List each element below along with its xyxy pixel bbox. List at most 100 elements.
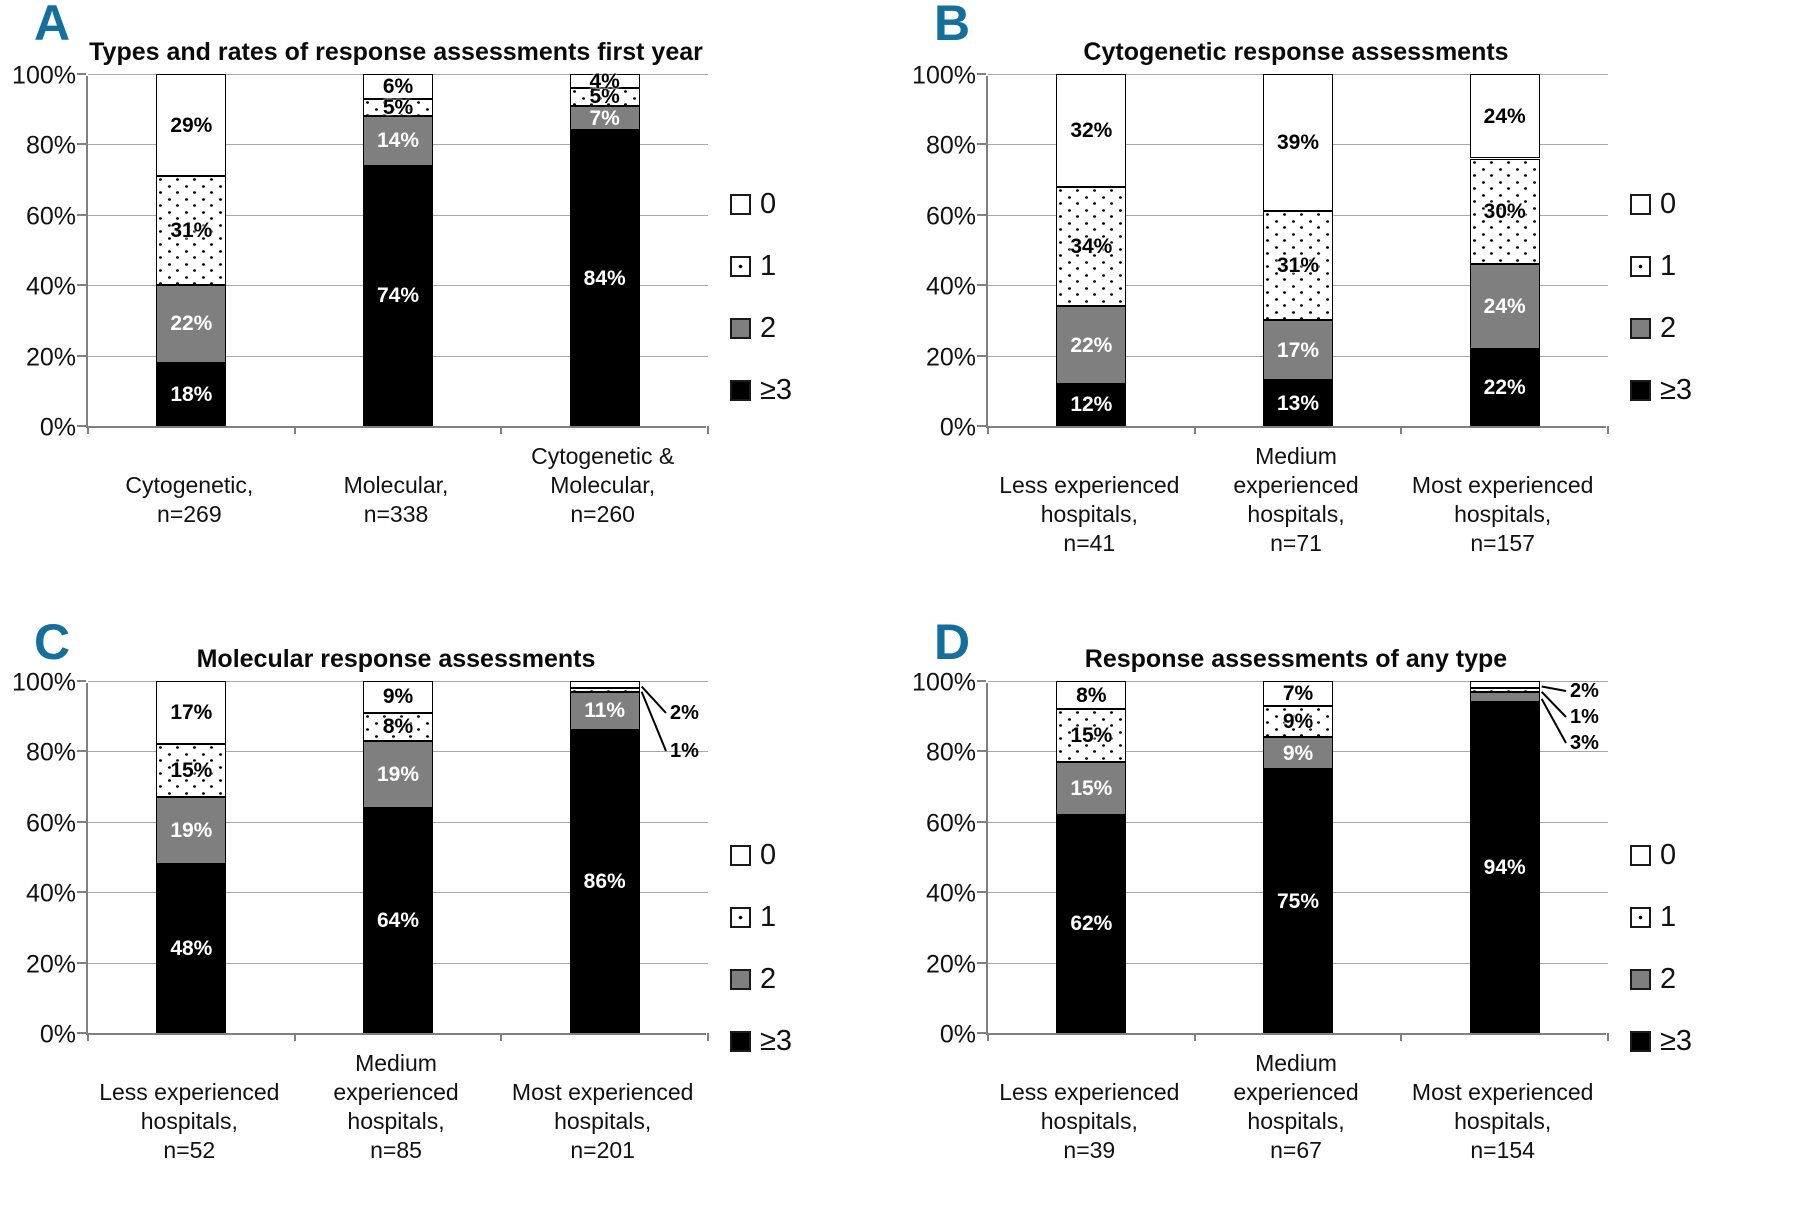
bar-segment: 48% <box>156 864 227 1033</box>
legend-label: ≥3 <box>1660 374 1693 406</box>
legend-item: 1 <box>730 903 792 932</box>
bar-segment-label: 11% <box>584 699 626 723</box>
bar-segment-label: 24% <box>1483 294 1526 318</box>
y-tick-label: 60% <box>925 809 976 838</box>
bar-segment-label: 86% <box>583 870 626 894</box>
y-tick-label: 100% <box>912 61 976 90</box>
bar-segment-label: 94% <box>1483 856 1526 880</box>
stacked-bar: 75% 9% 9% 7% <box>1263 681 1333 1033</box>
x-category-line: n=52 <box>163 1137 216 1163</box>
bar-segment: 15% <box>1056 761 1127 815</box>
bar-segment: 24% <box>1469 74 1540 159</box>
x-category-label: Less experienced hospitals, n=39 <box>986 1078 1193 1165</box>
legend-label: 2 <box>760 963 777 995</box>
bar-segment: 31% <box>156 176 227 286</box>
legend-swatch-2 <box>730 318 751 339</box>
bar-segment-label: 22% <box>1483 375 1526 399</box>
bar-segment: 9% <box>1263 737 1333 769</box>
bar-segment: 11% <box>569 691 640 731</box>
callout-label: 1% <box>1570 706 1599 728</box>
legend-swatch-2 <box>730 969 751 990</box>
legend-swatch-2 <box>1630 318 1651 339</box>
stacked-bar: 94% <box>1469 681 1540 1033</box>
x-category-line: n=85 <box>370 1137 422 1163</box>
y-tick-mark <box>977 73 986 75</box>
x-category-line: n=157 <box>1470 530 1535 556</box>
bar-segment <box>1469 688 1540 692</box>
x-axis-labels: Less experienced hospitals, n=39 Medium exp… <box>986 1049 1606 1165</box>
y-tick-label: 60% <box>25 202 76 231</box>
bar-segment-label: 5% <box>589 85 620 109</box>
x-category-line: hospitals, <box>1454 501 1552 527</box>
x-tick-mark <box>987 426 989 434</box>
bar-segment: 39% <box>1263 74 1333 212</box>
x-category-line: n=269 <box>157 501 222 527</box>
x-category-label: Medium experienced hospitals, n=71 <box>1193 442 1400 558</box>
x-category-line: n=154 <box>1470 1137 1535 1163</box>
plot-area: 62% 15% 15% 8% 75% 9% 9% 7% 94% 2% 1% 3% <box>977 680 1609 1041</box>
bar-segment: 18% <box>156 362 227 426</box>
bar-segment-label: 7% <box>589 106 620 130</box>
x-category-line: hospitals, <box>1040 1108 1138 1134</box>
bar-segment: 9% <box>363 681 433 713</box>
x-tick-mark <box>1400 1033 1403 1041</box>
y-tick-label: 40% <box>925 272 976 301</box>
y-tick-label: 0% <box>39 1020 76 1049</box>
y-axis: 0% 20% 40% 60% 80% 100% <box>0 62 80 442</box>
bar-segment-label: 8% <box>382 715 414 739</box>
bar-segment: 5% <box>363 97 433 118</box>
legend-swatch-0 <box>1630 194 1651 215</box>
bar-segment: 29% <box>156 74 227 177</box>
x-category-label: Molecular, n=338 <box>293 471 500 529</box>
y-tick-label: 40% <box>25 879 76 908</box>
y-tick-mark <box>77 891 86 894</box>
bar-segment-label: 24% <box>1483 104 1526 128</box>
panel-letter-b: B <box>934 0 972 51</box>
stacked-bar: 18% 22% 31% 29% <box>156 74 227 426</box>
legend-label: 2 <box>1660 312 1677 344</box>
bar-segment: 14% <box>363 116 433 166</box>
bar-segment: 17% <box>156 681 227 745</box>
y-tick-label: 80% <box>25 131 76 160</box>
bar-segment-label: 39% <box>1276 131 1320 155</box>
legend: 0 1 2 ≥3 <box>1630 190 1692 438</box>
y-tick-mark <box>77 750 86 753</box>
callout-line <box>640 685 667 714</box>
y-tick-mark <box>77 1032 86 1034</box>
x-category-label: Most experienced hospitals, n=154 <box>1399 1078 1606 1165</box>
legend-item: 0 <box>1630 841 1692 870</box>
y-tick-mark <box>77 143 86 146</box>
legend-item: 1 <box>1630 903 1692 932</box>
bar-segment: 94% <box>1469 702 1540 1033</box>
bar-segment: 15% <box>1056 709 1127 762</box>
bar-segment: 8% <box>1056 681 1127 710</box>
bar-segment-label: 31% <box>170 219 213 243</box>
bar-segment-label: 8% <box>1076 683 1107 707</box>
stacked-bar: 62% 15% 15% 8% <box>1056 681 1127 1033</box>
stacked-bar: 22% 24% 30% 24% <box>1469 74 1540 426</box>
x-category-line: n=39 <box>1063 1137 1116 1163</box>
bar-segment: 7% <box>569 105 640 131</box>
y-tick-mark <box>977 213 986 216</box>
panel-d: D Response assessments of any type 0% 20%… <box>900 607 1800 1215</box>
x-tick-mark <box>293 1033 296 1041</box>
legend-label: 2 <box>760 312 777 344</box>
x-category-line: Medium experienced <box>1233 443 1359 498</box>
x-tick-mark <box>500 426 503 434</box>
bar-segment-label: 29% <box>170 113 213 137</box>
x-category-line: Cytogenetic, <box>125 472 254 498</box>
x-category-line: Medium experienced <box>333 1050 459 1105</box>
y-tick-mark <box>977 425 986 427</box>
x-category-line: Less experienced <box>999 472 1180 498</box>
legend-item: 0 <box>730 841 792 870</box>
y-tick-label: 40% <box>925 879 976 908</box>
legend-swatch-1 <box>1630 256 1651 277</box>
y-tick-label: 20% <box>925 343 976 372</box>
x-category-line: n=201 <box>570 1137 635 1163</box>
x-category-line: Molecular, <box>550 472 656 498</box>
legend-item: 0 <box>730 190 792 219</box>
callout-label: 2% <box>1570 680 1599 702</box>
bar-segment-label: 30% <box>1483 199 1526 223</box>
y-tick-mark <box>977 143 986 146</box>
x-category-line: hospitals, <box>1247 1108 1345 1134</box>
